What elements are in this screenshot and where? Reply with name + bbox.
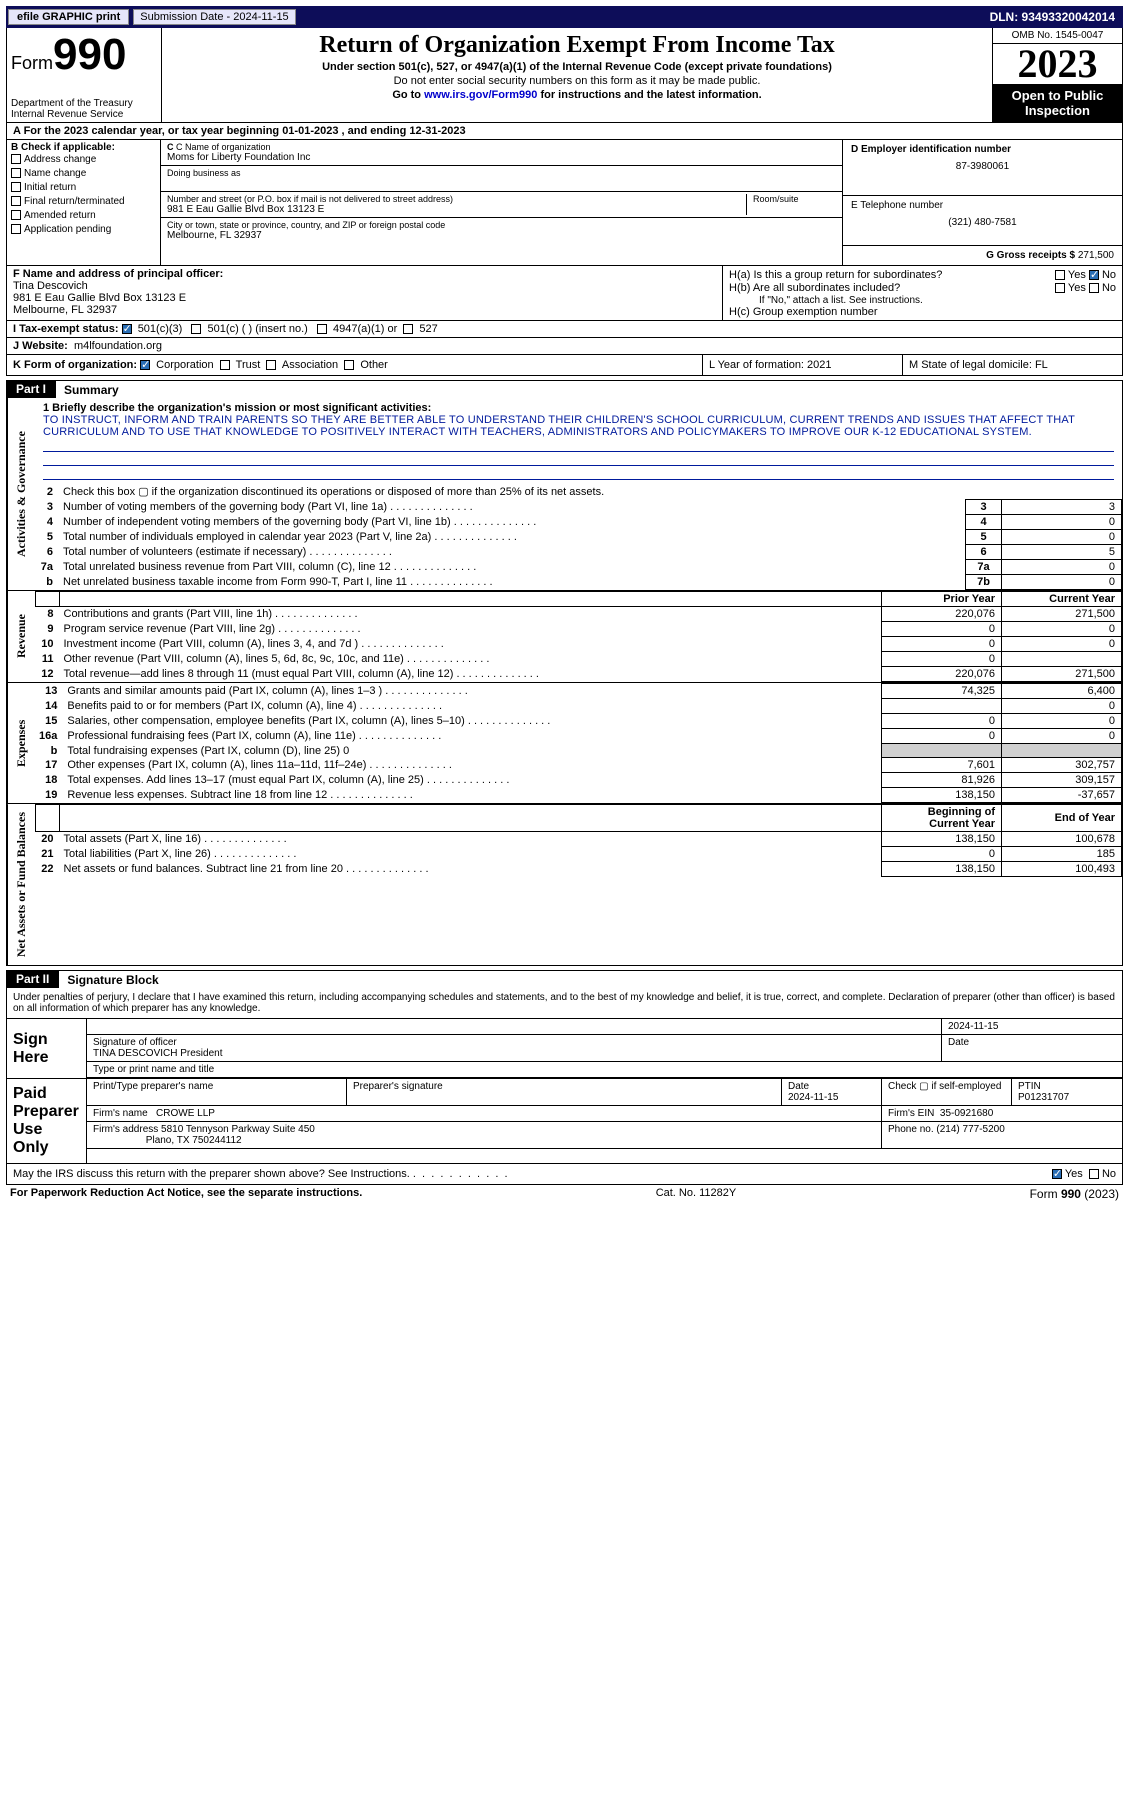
ha-yes[interactable] <box>1055 270 1065 280</box>
form-title: Return of Organization Exempt From Incom… <box>166 32 988 59</box>
chk-501c3[interactable] <box>122 324 132 334</box>
revenue-table: Prior YearCurrent Year 8Contributions an… <box>35 591 1122 682</box>
form-number: Form990 <box>11 30 157 80</box>
row-k-form-org: K Form of organization: Corporation Trus… <box>7 355 702 375</box>
form-subtitle-1: Under section 501(c), 527, or 4947(a)(1)… <box>166 61 988 73</box>
row-l-year: L Year of formation: 2021 <box>702 355 902 375</box>
governance-table: 2Check this box ▢ if the organization di… <box>35 484 1122 590</box>
chk-corporation[interactable] <box>140 360 150 370</box>
side-revenue: Revenue <box>7 591 35 682</box>
row-f-officer: F Name and address of principal officer:… <box>7 266 722 320</box>
firm-ein: 35-0921680 <box>940 1108 993 1119</box>
perjury-declaration: Under penalties of perjury, I declare th… <box>7 988 1122 1019</box>
chk-name-change[interactable]: Name change <box>11 167 156 181</box>
dln-label: DLN: 93493320042014 <box>990 10 1123 24</box>
row-i-tax-status: I Tax-exempt status: 501(c)(3) 501(c) ( … <box>6 321 1123 338</box>
form-header: Form990 Department of the Treasury Inter… <box>6 28 1123 123</box>
page-footer: For Paperwork Reduction Act Notice, see … <box>6 1187 1123 1201</box>
signature-block: Under penalties of perjury, I declare th… <box>6 988 1123 1185</box>
side-net-assets: Net Assets or Fund Balances <box>7 804 35 965</box>
chk-other[interactable] <box>344 360 354 370</box>
irs-form990-link[interactable]: www.irs.gov/Form990 <box>424 89 537 101</box>
row-a-tax-year: A For the 2023 calendar year, or tax yea… <box>6 123 1123 140</box>
org-city: Melbourne, FL 32937 <box>167 230 836 241</box>
chk-application-pending[interactable]: Application pending <box>11 223 156 237</box>
chk-final-return[interactable]: Final return/terminated <box>11 195 156 209</box>
mission-text: TO INSTRUCT, INFORM AND TRAIN PARENTS SO… <box>43 414 1075 438</box>
expenses-table: 13Grants and similar amounts paid (Part … <box>35 683 1122 803</box>
side-governance: Activities & Governance <box>7 398 35 590</box>
dept-treasury: Department of the Treasury <box>11 98 157 109</box>
form-subtitle-3: Go to www.irs.gov/Form990 for instructio… <box>166 89 988 101</box>
chk-527[interactable] <box>403 324 413 334</box>
submission-date-box: Submission Date - 2024-11-15 <box>133 9 295 25</box>
discuss-no[interactable] <box>1089 1169 1099 1179</box>
website-value: m4lfoundation.org <box>74 340 162 352</box>
ein-value: 87-3980061 <box>851 161 1114 172</box>
col-de-numbers: D Employer identification number 87-3980… <box>843 140 1123 266</box>
firm-name: CROWE LLP <box>156 1108 215 1119</box>
chk-trust[interactable] <box>220 360 230 370</box>
efile-topbar: efile GRAPHIC print Submission Date - 20… <box>6 6 1123 28</box>
chk-initial-return[interactable]: Initial return <box>11 181 156 195</box>
col-b-checkboxes: B Check if applicable: Address change Na… <box>6 140 161 266</box>
gross-receipts: 271,500 <box>1078 250 1114 261</box>
part-1-header: Part I Summary <box>6 380 1123 398</box>
col-c-org-info: C C Name of organization Moms for Libert… <box>161 140 843 266</box>
net-assets-table: Beginning of Current YearEnd of Year 20T… <box>35 804 1122 877</box>
paid-preparer-label: Paid Preparer Use Only <box>7 1079 87 1163</box>
row-h-group: H(a) Is this a group return for subordin… <box>722 266 1122 320</box>
irs-discuss-question: May the IRS discuss this return with the… <box>13 1168 508 1180</box>
firm-phone: (214) 777-5200 <box>936 1124 1004 1135</box>
org-name: Moms for Liberty Foundation Inc <box>167 152 836 163</box>
ha-no[interactable] <box>1089 270 1099 280</box>
efile-print-button[interactable]: efile GRAPHIC print <box>8 9 129 25</box>
chk-amended-return[interactable]: Amended return <box>11 209 156 223</box>
org-address: 981 E Eau Gallie Blvd Box 13123 E <box>167 204 746 215</box>
chk-4947[interactable] <box>317 324 327 334</box>
hb-no[interactable] <box>1089 283 1099 293</box>
form-subtitle-2: Do not enter social security numbers on … <box>166 75 988 87</box>
sign-here-label: Sign Here <box>7 1019 87 1078</box>
officer-name: TINA DESCOVICH President <box>93 1048 222 1059</box>
discuss-yes[interactable] <box>1052 1169 1062 1179</box>
row-m-state: M State of legal domicile: FL <box>902 355 1122 375</box>
chk-address-change[interactable]: Address change <box>11 153 156 167</box>
side-expenses: Expenses <box>7 683 35 803</box>
mission-block: 1 Briefly describe the organization's mi… <box>35 398 1122 484</box>
open-to-public: Open to Public Inspection <box>993 84 1122 122</box>
row-j-website: J Website: m4lfoundation.org <box>6 338 1123 355</box>
tax-year: 2023 <box>993 44 1122 84</box>
ptin-value: P01231707 <box>1018 1092 1069 1103</box>
part-2-header: Part II Signature Block <box>6 970 1123 988</box>
hb-yes[interactable] <box>1055 283 1065 293</box>
irs-label: Internal Revenue Service <box>11 109 157 120</box>
phone-value: (321) 480-7581 <box>851 217 1114 228</box>
chk-501c[interactable] <box>191 324 201 334</box>
chk-association[interactable] <box>266 360 276 370</box>
